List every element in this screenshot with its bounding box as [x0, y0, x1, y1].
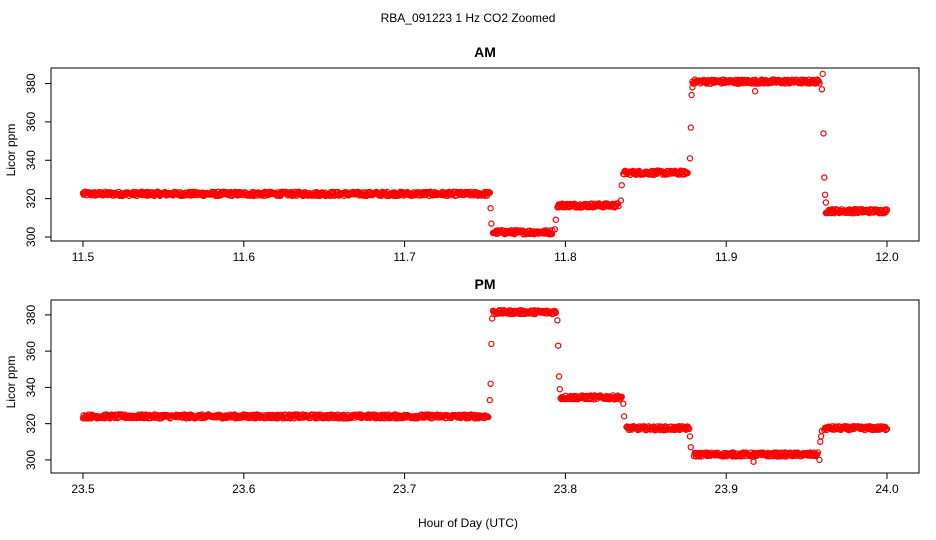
data-point	[487, 204, 494, 212]
data-point	[689, 84, 696, 91]
data-point	[548, 230, 556, 238]
data-point	[620, 413, 628, 420]
data-point	[751, 87, 759, 95]
data-point	[486, 189, 493, 196]
data-point	[819, 70, 826, 78]
figure-title: RBA_091223 1 Hz CO2 Zoomed	[381, 11, 556, 25]
x-tick-label: 12.0	[875, 250, 899, 264]
data-point	[684, 169, 691, 177]
y-tick-label: 300	[24, 450, 38, 470]
data-point	[883, 425, 891, 433]
y-tick-label: 320	[24, 188, 38, 208]
data-point	[552, 216, 560, 223]
data-point	[816, 80, 823, 87]
data-point	[686, 433, 694, 440]
data-point	[615, 202, 622, 210]
x-tick-label: 23.5	[71, 482, 95, 496]
data-point	[814, 449, 822, 456]
data-point	[555, 373, 563, 380]
x-tick-label: 23.8	[554, 482, 578, 496]
x-tick-label: 24.0	[875, 482, 899, 496]
panel-am-ylabel: Licor ppm	[4, 124, 18, 177]
data-point	[688, 91, 695, 99]
data-point	[488, 220, 495, 227]
x-tick-label: 11.7	[393, 250, 416, 264]
panel-am-y-axis: 300 320 340 360 380	[24, 73, 52, 247]
data-point	[821, 191, 829, 198]
data-point	[552, 309, 560, 316]
x-tick-label: 11.5	[72, 250, 95, 264]
figure-xlabel: Hour of Day (UTC)	[418, 516, 518, 530]
data-point	[822, 199, 830, 206]
data-point	[618, 181, 625, 189]
panel-am-plot-box	[50, 67, 920, 242]
data-point	[686, 155, 694, 162]
y-tick-label: 360	[24, 112, 38, 132]
data-point	[750, 458, 757, 465]
panel-am-x-axis: 11.5 11.6 11.7 11.8 11.9 12.0	[72, 240, 899, 264]
y-tick-label: 300	[24, 227, 38, 247]
data-point	[551, 226, 559, 233]
data-point	[488, 340, 495, 348]
y-tick-label: 340	[24, 150, 38, 170]
data-point	[489, 315, 496, 322]
data-point	[486, 396, 493, 404]
panel-pm-y-axis: 300 320 340 360 380	[24, 305, 52, 470]
data-point	[554, 317, 561, 324]
data-point	[617, 197, 625, 204]
data-point	[686, 425, 693, 433]
panel-pm-x-axis: 23.5 23.6 23.7 23.8 23.9 24.0	[71, 472, 899, 496]
data-point	[487, 380, 494, 387]
x-tick-label: 23.7	[393, 482, 417, 496]
data-point	[555, 342, 562, 349]
data-point	[821, 174, 828, 181]
data-point	[818, 427, 826, 435]
data-point	[687, 124, 695, 131]
panel-am-points	[79, 70, 891, 238]
y-tick-label: 340	[24, 377, 38, 397]
y-tick-label: 320	[24, 413, 38, 433]
x-tick-label: 11.8	[554, 250, 577, 264]
data-point	[485, 413, 492, 421]
panel-pm-points	[79, 307, 891, 465]
panel-pm-plot-box	[50, 299, 920, 474]
data-point	[816, 456, 823, 464]
data-point	[687, 444, 695, 451]
data-point	[883, 206, 891, 214]
data-point	[820, 130, 827, 137]
data-point	[817, 438, 824, 445]
x-tick-label: 11.9	[715, 250, 738, 264]
y-tick-label: 380	[24, 305, 38, 325]
x-tick-label: 23.9	[715, 482, 739, 496]
panel-pm-ylabel: Licor ppm	[4, 356, 18, 409]
panel-pm-title: PM	[475, 276, 496, 292]
y-tick-label: 360	[24, 341, 38, 361]
data-point	[618, 393, 625, 400]
data-point	[817, 433, 825, 440]
y-tick-label: 380	[24, 73, 38, 93]
x-tick-label: 11.6	[233, 250, 256, 264]
data-point	[620, 400, 627, 407]
panel-am-title: AM	[474, 44, 496, 60]
data-point	[818, 86, 826, 93]
data-point	[556, 386, 564, 393]
x-tick-label: 23.6	[232, 482, 256, 496]
